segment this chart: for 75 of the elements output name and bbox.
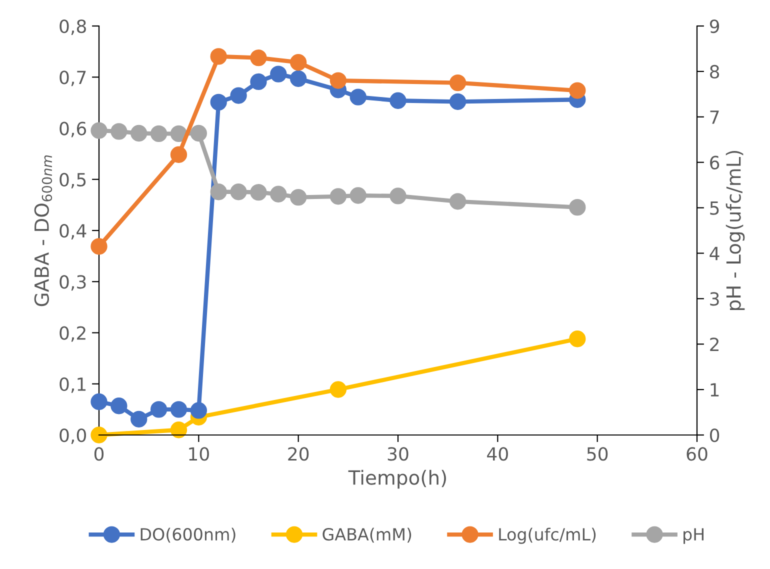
point — [250, 73, 267, 90]
point — [170, 146, 188, 163]
point — [150, 401, 168, 418]
point — [170, 125, 188, 142]
y2-axis-title: pH - Log(ufc/mL) — [726, 150, 745, 310]
point — [110, 398, 128, 414]
point — [210, 48, 227, 65]
y2-tick-label: 4 — [710, 246, 720, 260]
point — [569, 82, 586, 99]
point — [569, 330, 586, 348]
y-tick-label: 0,4 — [60, 224, 86, 240]
x-tick-label: 10 — [189, 447, 209, 461]
point — [390, 188, 406, 204]
point — [569, 198, 586, 216]
legend-label: DO(600nm) — [140, 528, 236, 543]
legend-label: Log(ufc/mL) — [499, 528, 596, 544]
point — [170, 401, 188, 418]
point — [130, 410, 148, 428]
x-tick-label: 0 — [94, 447, 104, 461]
point — [330, 188, 347, 205]
legend-label: pH — [684, 528, 704, 544]
y-tick-label: 0,7 — [60, 70, 86, 86]
point — [350, 88, 366, 106]
x-tick-label: 50 — [587, 447, 608, 461]
point — [90, 238, 108, 255]
point — [210, 184, 227, 200]
x-axis-title: Tiempo(h) — [348, 470, 446, 489]
point — [90, 426, 108, 444]
point — [250, 49, 267, 66]
point — [449, 93, 466, 110]
y-tick-label: 0,3 — [60, 275, 86, 291]
point — [270, 66, 287, 82]
point — [110, 123, 128, 140]
point — [449, 74, 466, 92]
point — [390, 92, 406, 109]
point — [230, 87, 247, 104]
x-tick-label: 60 — [686, 447, 708, 461]
point — [190, 124, 207, 142]
point — [449, 193, 466, 210]
point — [210, 94, 227, 111]
point — [290, 70, 307, 87]
y-tick-label: 0,1 — [60, 377, 86, 393]
point — [250, 184, 267, 201]
y2-tick-label: 5 — [710, 201, 719, 215]
y2-tick-label: 8 — [710, 64, 720, 79]
point — [350, 187, 366, 204]
y-tick-label: 0,8 — [60, 19, 86, 35]
y-tick-label: 0,6 — [60, 122, 86, 138]
point — [90, 122, 108, 139]
x-tick-label: 30 — [388, 447, 408, 461]
point — [330, 72, 347, 89]
y-tick-label: 0,0 — [60, 428, 86, 444]
point — [290, 54, 307, 71]
point — [170, 422, 188, 438]
y2-tick-label: 0 — [710, 428, 720, 442]
y2-tick-label: 1 — [710, 383, 719, 396]
legend-label: GABA(mM) — [322, 528, 412, 543]
point — [230, 184, 247, 200]
y-tick-label: 0,2 — [60, 326, 86, 342]
point — [90, 393, 108, 410]
point — [330, 381, 347, 398]
y2-tick-label: 7 — [710, 110, 719, 124]
y2-tick-label: 6 — [710, 156, 720, 170]
point — [190, 402, 207, 419]
y-axis-title: GABA - DO$_{600nm}$ — [34, 155, 52, 306]
y2-tick-label: 2 — [710, 338, 718, 351]
point — [130, 124, 148, 142]
x-tick-label: 20 — [288, 447, 309, 461]
point — [270, 186, 287, 202]
point — [150, 125, 168, 142]
y2-tick-label: 3 — [710, 292, 719, 306]
x-tick-label: 40 — [487, 447, 508, 461]
y2-tick-label: 9 — [710, 19, 720, 34]
point — [290, 188, 307, 206]
y-tick-label: 0,5 — [60, 172, 86, 188]
